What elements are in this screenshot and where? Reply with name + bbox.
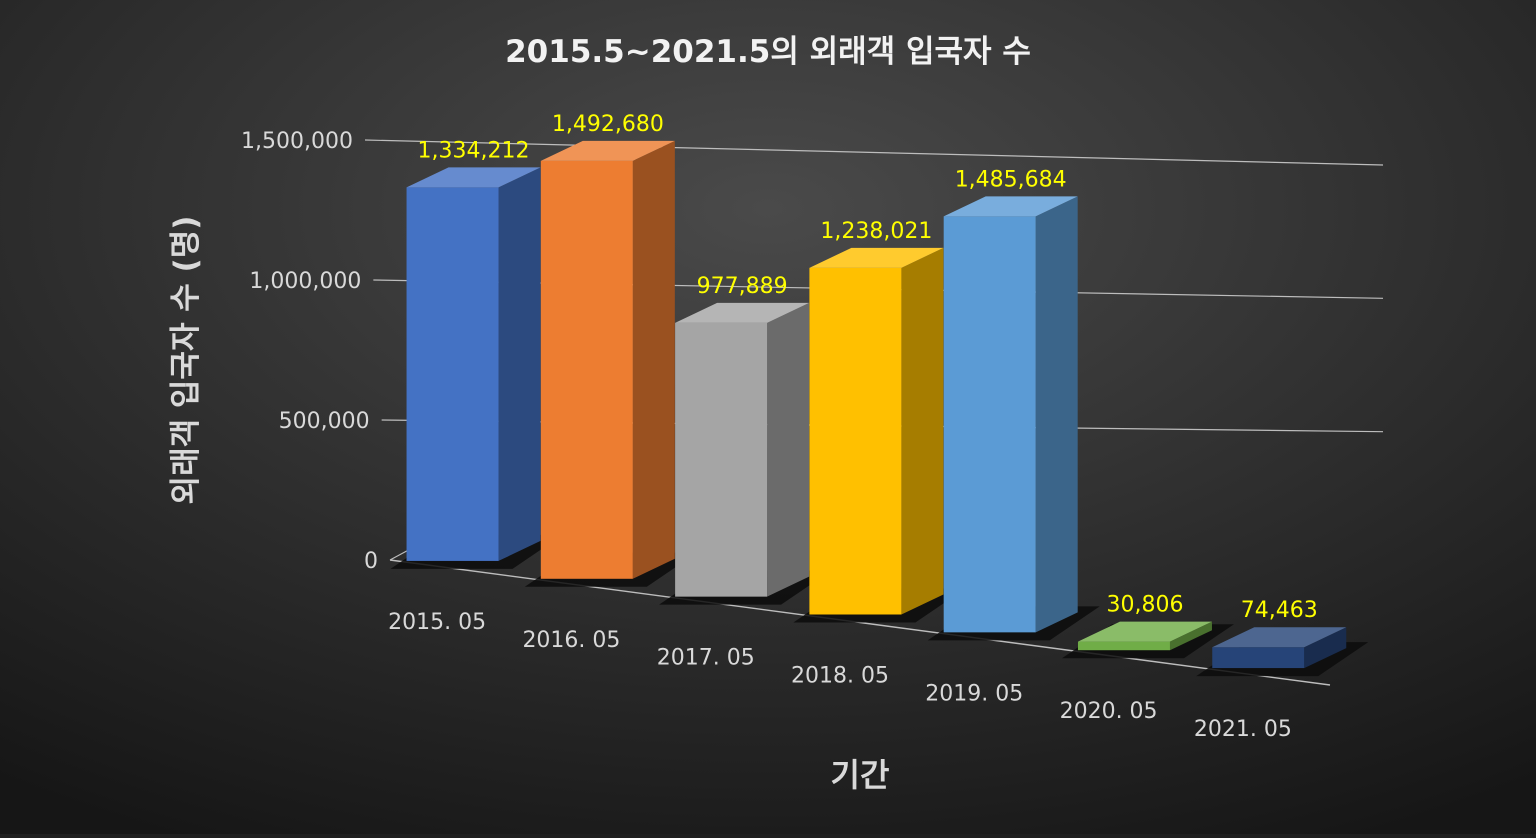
- y-tick-label: 500,000: [279, 409, 370, 434]
- data-label: 1,485,684: [955, 167, 1067, 192]
- bar: [1212, 647, 1305, 669]
- bar-side: [498, 167, 541, 561]
- gridline: [364, 139, 1384, 166]
- bar: [1077, 641, 1170, 651]
- bar-top: [1077, 621, 1212, 642]
- x-tick-label: 2015. 05: [388, 610, 486, 635]
- data-label: 1,334,212: [418, 138, 530, 163]
- x-tick-label: 2019. 05: [925, 681, 1023, 706]
- data-labels: 1,334,212 1,492,680 977,889 1,238,021 1,485,…: [418, 112, 1318, 623]
- x-tick-label: 2017. 05: [657, 646, 755, 671]
- x-tick-label: 2016. 05: [522, 628, 620, 653]
- tick-labels: 0 500,000 1,000,000 1,500,000 2015. 05 2016. …: [241, 129, 1292, 742]
- bar-top: [809, 247, 944, 268]
- chart-title: 2015.5~2021.5의 외래객 입국자 수: [505, 34, 1031, 70]
- bar-top: [406, 167, 541, 188]
- data-label: 1,238,021: [820, 219, 932, 244]
- data-label: 1,492,680: [552, 112, 664, 137]
- bar: [809, 267, 902, 615]
- bar: [540, 160, 633, 579]
- x-tick-label: 2018. 05: [791, 664, 889, 689]
- y-tick-label: 0: [364, 549, 378, 574]
- x-axis-title: 기간: [831, 756, 890, 794]
- x-tick-label: 2020. 05: [1060, 699, 1158, 724]
- bar-top: [1212, 627, 1347, 648]
- x-tick-label: 2021. 05: [1194, 717, 1292, 742]
- bar-top: [943, 196, 1078, 217]
- bar-side: [632, 140, 675, 579]
- bar: [406, 187, 499, 561]
- bar-top: [540, 140, 675, 161]
- data-label: 30,806: [1106, 593, 1183, 618]
- y-axis-title: 외래객 입국자 수 (명): [168, 216, 204, 505]
- data-label: 74,463: [1241, 598, 1318, 623]
- bar-side: [1035, 196, 1078, 633]
- bar-side: [1304, 627, 1347, 669]
- bar-side: [767, 302, 810, 597]
- bar-side: [901, 247, 944, 615]
- bar-top: [675, 302, 810, 323]
- bar: [943, 216, 1036, 633]
- data-label: 977,889: [697, 274, 788, 299]
- y-tick-label: 1,000,000: [249, 269, 361, 294]
- bar-side: [1169, 621, 1212, 651]
- y-tick-label: 1,500,000: [241, 129, 353, 154]
- bars: [406, 140, 1347, 669]
- bar: [675, 322, 768, 597]
